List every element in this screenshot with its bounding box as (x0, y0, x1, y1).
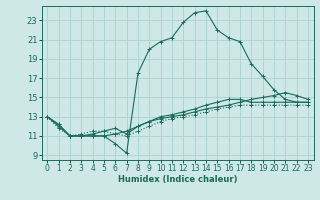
X-axis label: Humidex (Indice chaleur): Humidex (Indice chaleur) (118, 175, 237, 184)
